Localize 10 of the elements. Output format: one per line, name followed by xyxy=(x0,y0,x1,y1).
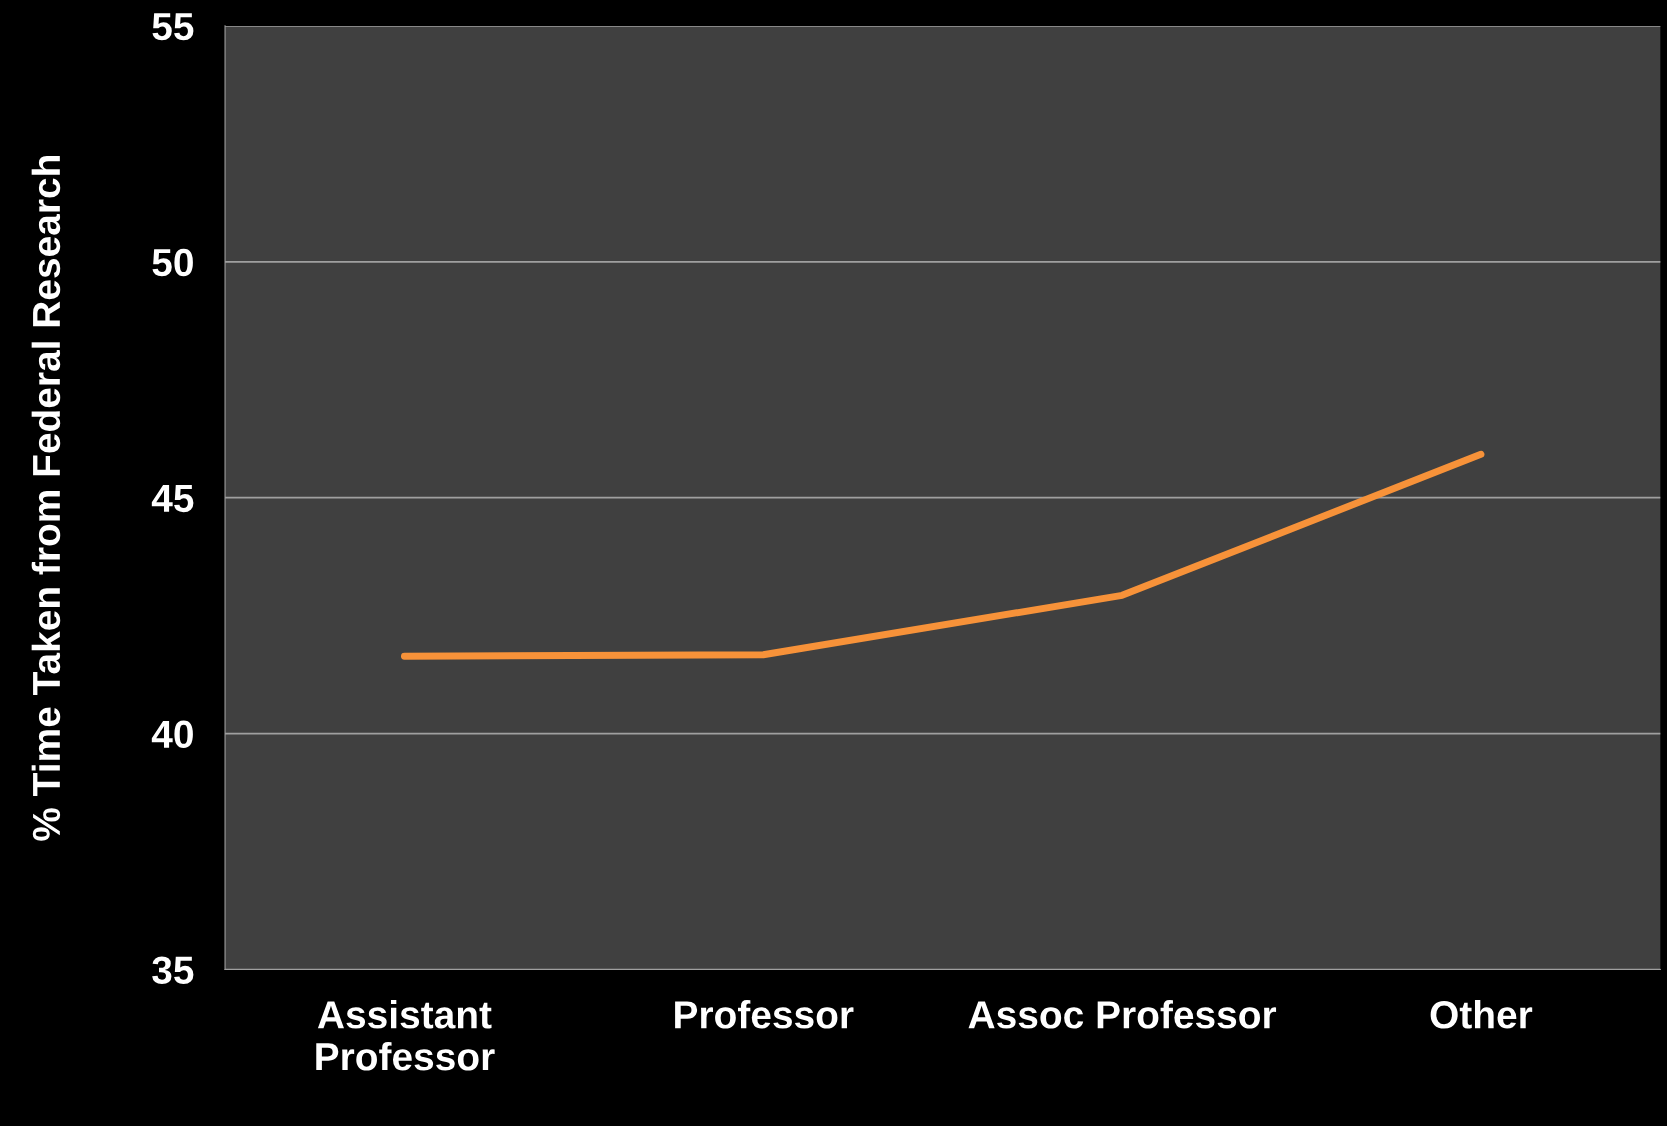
x-tick-label: Assistant Professor xyxy=(316,1000,495,1071)
y-tick-label: 55 xyxy=(152,13,194,41)
y-axis-title: % Time Taken from Federal Research xyxy=(31,156,61,841)
y-tick-label: 45 xyxy=(151,485,194,513)
y-tick-label: 50 xyxy=(152,248,193,277)
y-tick-label: 35 xyxy=(152,956,194,985)
x-tick-label: Other xyxy=(1430,1000,1533,1029)
x-tick-label: Assoc Professor xyxy=(968,1000,1277,1029)
y-tick-label: 40 xyxy=(151,720,193,749)
x-tick-label: Professor xyxy=(675,1000,854,1029)
